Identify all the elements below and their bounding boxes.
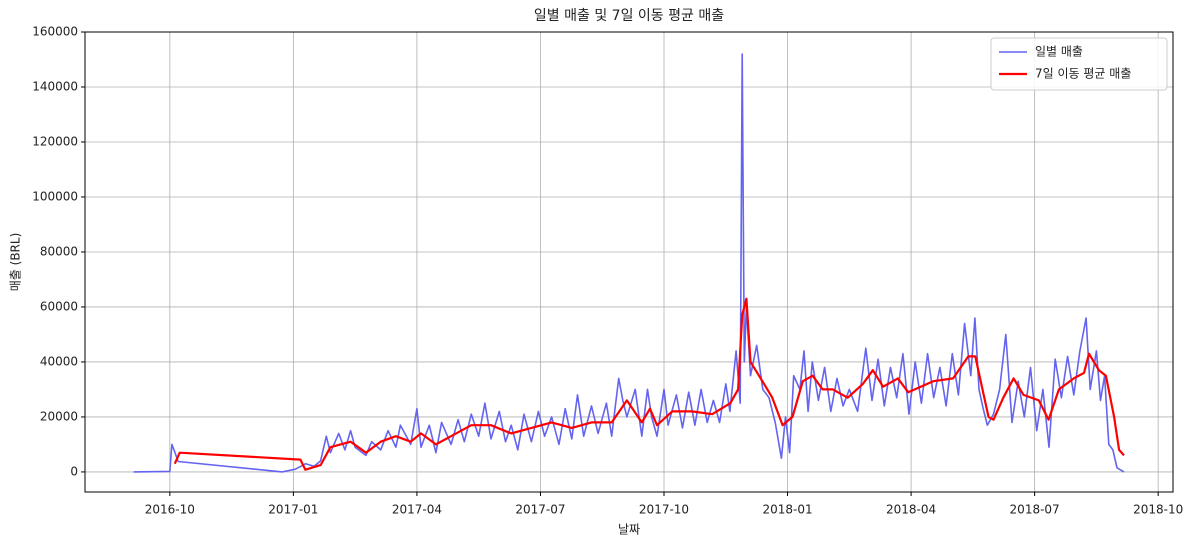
series-line (173, 297, 1125, 471)
x-tick-label: 2017-10 (639, 503, 689, 517)
x-tick-label: 2017-04 (392, 503, 442, 517)
y-tick-label: 60000 (40, 299, 78, 313)
x-tick-label: 2016-10 (145, 503, 195, 517)
legend: 일별 매출 7일 이동 평균 매출 (990, 37, 1168, 91)
y-axis-label: 매출 (BRL) (9, 233, 23, 292)
x-tick-label: 2018-10 (1133, 503, 1183, 517)
x-tick-label: 2018-04 (886, 503, 936, 517)
chart-title: 일별 매출 및 7일 이동 평균 매출 (534, 8, 724, 24)
x-tick-label: 2018-01 (762, 503, 812, 517)
legend-box (990, 37, 1168, 91)
x-axis-label: 날짜 (618, 523, 640, 537)
y-tick-label: 20000 (40, 409, 78, 423)
series-line (133, 53, 1125, 473)
legend-label: 일별 매출 (1035, 45, 1083, 59)
x-tick-label: 2018-07 (1010, 503, 1060, 517)
y-tick-label: 80000 (40, 244, 78, 258)
y-tick-label: 100000 (32, 189, 78, 203)
y-tick-label: 120000 (32, 134, 78, 148)
plot-frame (84, 31, 1174, 493)
y-tick-label: 0 (70, 464, 78, 478)
x-tick-label: 2017-07 (515, 503, 565, 517)
legend-label: 7일 이동 평균 매출 (1035, 67, 1131, 81)
x-tick-label: 2017-01 (268, 503, 318, 517)
y-tick-label: 140000 (32, 79, 78, 93)
y-tick-label: 160000 (32, 25, 78, 39)
y-tick-label: 40000 (40, 354, 78, 368)
